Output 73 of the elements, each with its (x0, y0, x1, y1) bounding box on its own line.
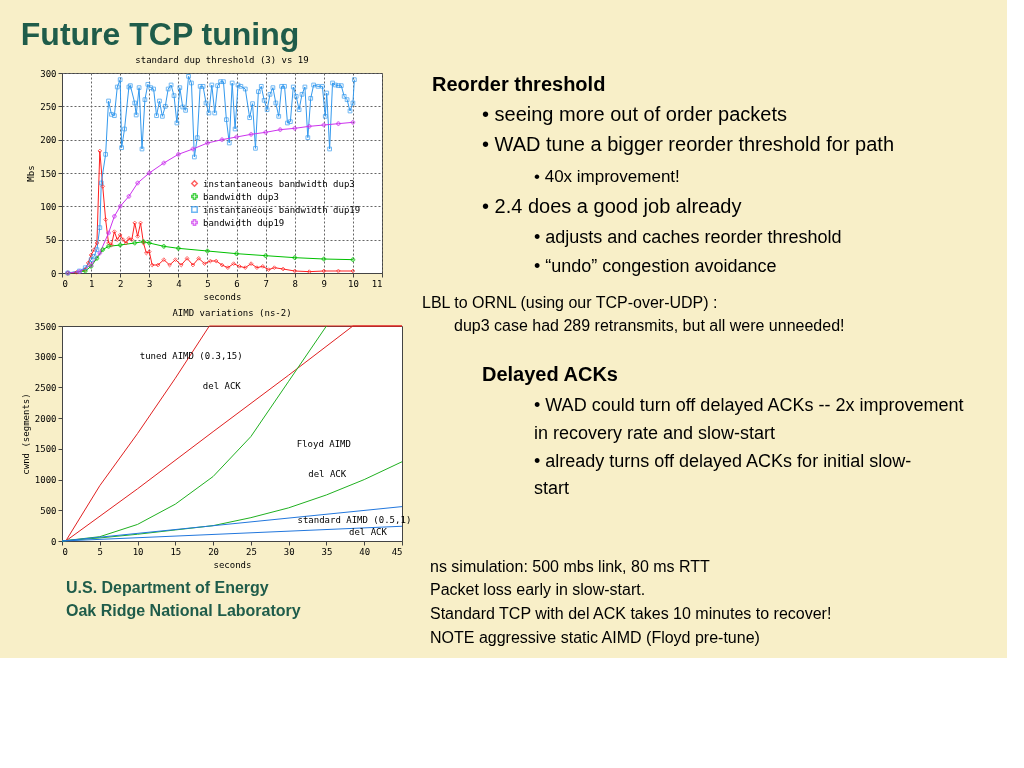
text: • “undo” congestion avoidance (534, 256, 777, 276)
chart-title: AIMD variations (ns-2) (172, 308, 292, 318)
x-tick-label: 20 (208, 546, 220, 557)
y-axis-title: cwnd (segments) (20, 393, 31, 475)
x-tick-label: 3 (147, 278, 153, 289)
x-tick-label: 11 (371, 278, 383, 289)
y-tick-label: 0 (51, 536, 57, 547)
x-tick-label: 10 (347, 278, 359, 289)
y-tick-label: 50 (45, 235, 57, 246)
text: • WAD could turn off delayed ACKs -- 2x improvement (534, 395, 964, 415)
text: NOTE aggressive static AIMD (Floyd pre-tune) (430, 629, 760, 646)
y-tick-label: 1500 (34, 444, 57, 455)
legend-label: instantaneous bandwidth dup19 (203, 204, 361, 215)
y-tick-label: 1000 (34, 475, 57, 486)
x-tick-label: 35 (321, 546, 333, 557)
y-tick-label: 200 (40, 135, 57, 146)
text: ns simulation: 500 mbs link, 80 ms RTT (430, 558, 711, 575)
text: in recovery rate and slow-start (534, 423, 776, 443)
text: Reorder threshold (432, 73, 606, 95)
x-tick-label: 5 (97, 546, 103, 557)
x-tick-label: 15 (170, 546, 182, 557)
x-tick-label: 1 (88, 278, 95, 289)
text: • seeing more out of order packets (482, 103, 787, 125)
y-tick-label: 150 (40, 168, 57, 179)
annotation: tuned AIMD (0.3,15) (139, 351, 243, 362)
text: • adjusts and caches reorder threshold (534, 227, 842, 247)
text: • 2.4 does a good job already (482, 195, 742, 217)
text: Standard TCP with del ACK takes 10 minutes to recover! (430, 605, 832, 622)
y-tick-label: 3500 (34, 321, 57, 332)
y-tick-label: 300 (40, 68, 57, 79)
text: Delayed ACKs (482, 363, 618, 385)
annotation: del ACK (202, 381, 242, 392)
legend-label: instantaneous bandwidth dup3 (203, 178, 355, 189)
y-tick-label: 0 (51, 268, 57, 279)
legend-label: bandwidth dup3 (203, 191, 279, 202)
y-axis-title: Mbs (26, 165, 37, 182)
x-tick-label: 9 (321, 278, 328, 289)
x-tick-label: 0 (62, 278, 68, 289)
x-tick-label: 25 (245, 546, 257, 557)
text: start (534, 478, 570, 498)
x-tick-label: 5 (205, 278, 211, 289)
chart-title: standard dup threshold (3) vs 19 (135, 55, 309, 65)
y-tick-label: 2500 (34, 382, 57, 393)
text: Future TCP tuning (20, 15, 300, 52)
x-tick-label: 2 (117, 278, 124, 289)
text: LBL to ORNL (using our TCP-over-UDP) : (422, 294, 718, 311)
x-tick-label: 10 (132, 546, 144, 557)
text: Packet loss early in slow-start. (430, 581, 646, 598)
text: • WAD tune a bigger reorder threshold for path (482, 133, 895, 155)
text: dup3 case had 289 retransmits, but all were unneeded! (454, 317, 845, 334)
x-tick-label: 45 (391, 546, 403, 557)
y-tick-label: 2000 (34, 413, 57, 424)
y-tick-label: 3000 (34, 352, 57, 363)
x-axis-title: seconds (213, 559, 252, 570)
x-axis-title: seconds (203, 291, 242, 302)
text: • 40x improvement! (534, 167, 680, 186)
x-tick-label: 4 (176, 278, 182, 289)
annotation: del ACK (308, 469, 347, 480)
x-tick-label: 8 (292, 278, 298, 289)
legend-label: bandwidth dup19 (203, 217, 285, 228)
x-tick-label: 7 (263, 278, 269, 289)
x-tick-label: 40 (359, 546, 371, 557)
x-tick-label: 30 (283, 546, 295, 557)
text: Oak Ridge National Laboratory (66, 602, 301, 619)
y-tick-label: 250 (40, 101, 57, 112)
text: • already turns off delayed ACKs for initial slow- (534, 451, 912, 471)
annotation: del ACK (349, 527, 388, 538)
x-tick-label: 0 (62, 546, 68, 557)
text: U.S. Department of Energy (66, 579, 269, 596)
y-tick-label: 500 (40, 505, 57, 516)
annotation: Floyd AIMD (296, 439, 351, 450)
y-tick-label: 100 (40, 201, 57, 212)
x-tick-label: 6 (234, 278, 240, 289)
